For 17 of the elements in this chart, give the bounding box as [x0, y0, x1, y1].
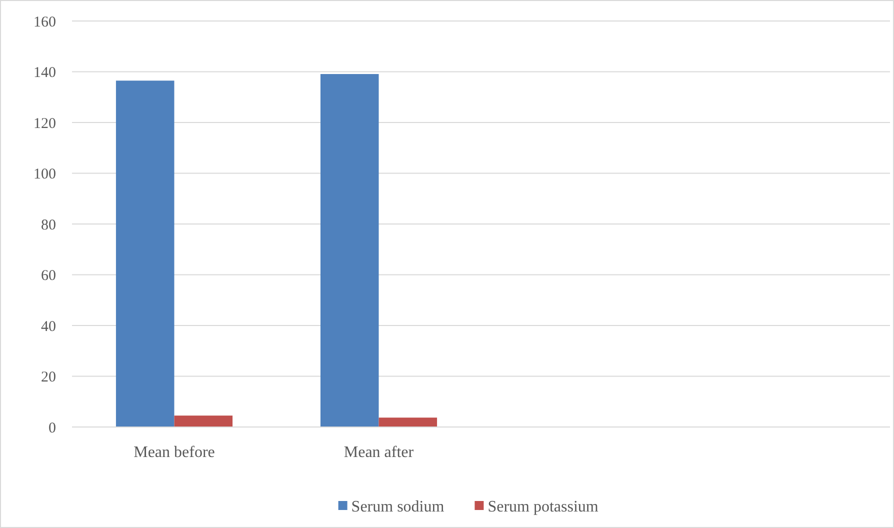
y-tick-label: 140 [34, 65, 56, 81]
y-tick-label: 160 [34, 14, 56, 30]
y-tick-label: 80 [41, 217, 56, 234]
legend-label: Serum potassium [488, 498, 599, 516]
bar [320, 74, 379, 427]
bar [174, 416, 233, 427]
legend-label: Serum sodium [351, 498, 445, 516]
y-tick-label: 100 [34, 166, 56, 182]
y-tick-label: 120 [34, 116, 56, 132]
x-tick-label: Mean after [344, 444, 414, 461]
bar [116, 80, 174, 427]
bar [378, 418, 438, 427]
y-tick-label: 40 [41, 318, 56, 335]
x-tick-label: Mean before [134, 444, 215, 461]
y-tick-label: 20 [41, 370, 56, 386]
y-tick-label: 60 [41, 268, 56, 284]
y-tick-label: 0 [48, 420, 56, 436]
